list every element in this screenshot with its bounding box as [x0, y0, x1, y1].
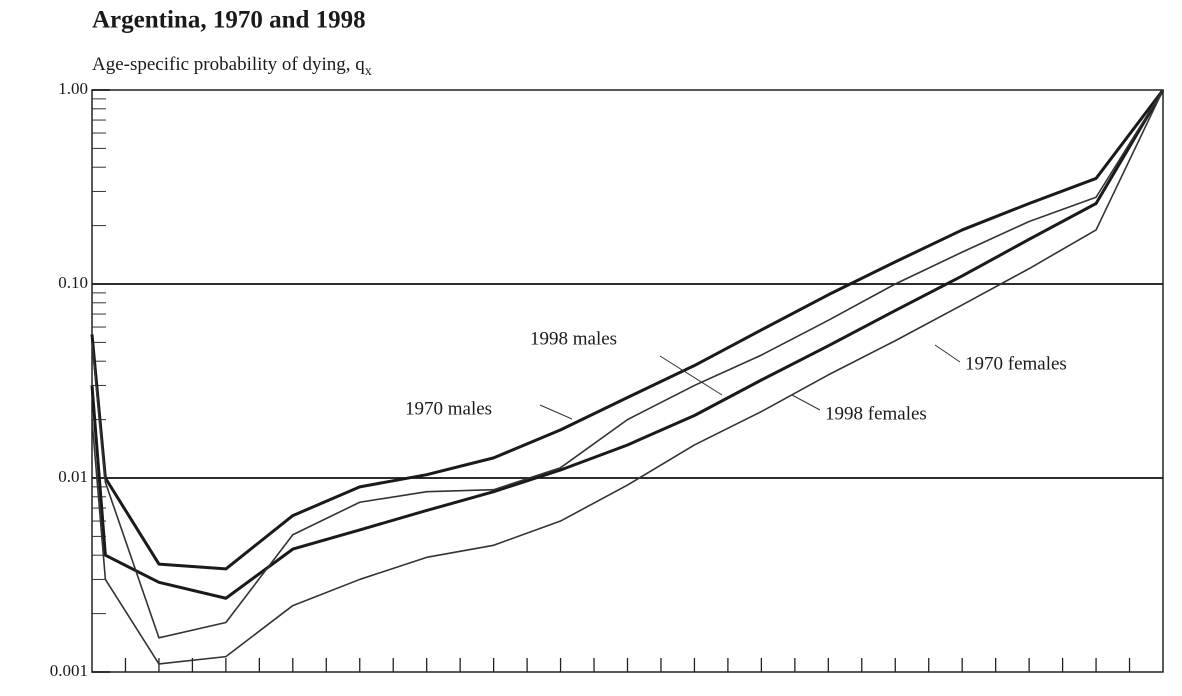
- chart-title: Argentina, 1970 and 1998: [92, 7, 366, 34]
- plot-frame: [91, 89, 1164, 673]
- subtitle-subscript: x: [365, 64, 372, 79]
- series-label: 1970 males: [405, 398, 492, 419]
- label-leader: [539, 404, 573, 420]
- series-line: [90, 89, 1165, 571]
- chart-subtitle: Age-specific probability of dying, qx: [92, 54, 372, 79]
- subtitle-text: Age-specific probability of dying, q: [92, 54, 365, 75]
- label-leader: [934, 344, 961, 363]
- label-leader: [659, 355, 723, 396]
- y-tick-label: 0.001: [50, 661, 88, 680]
- series-label: 1998 females: [825, 403, 927, 424]
- y-tick-label: 0.01: [58, 467, 88, 486]
- series-line: [91, 89, 1164, 665]
- series-label: 1998 males: [530, 328, 617, 349]
- label-leader: [791, 394, 821, 411]
- series-line: [91, 89, 1164, 639]
- series-line: [90, 89, 1165, 600]
- y-tick-label: 1.00: [58, 79, 88, 98]
- y-tick-label: 0.10: [58, 273, 88, 292]
- series-label: 1970 females: [965, 353, 1067, 374]
